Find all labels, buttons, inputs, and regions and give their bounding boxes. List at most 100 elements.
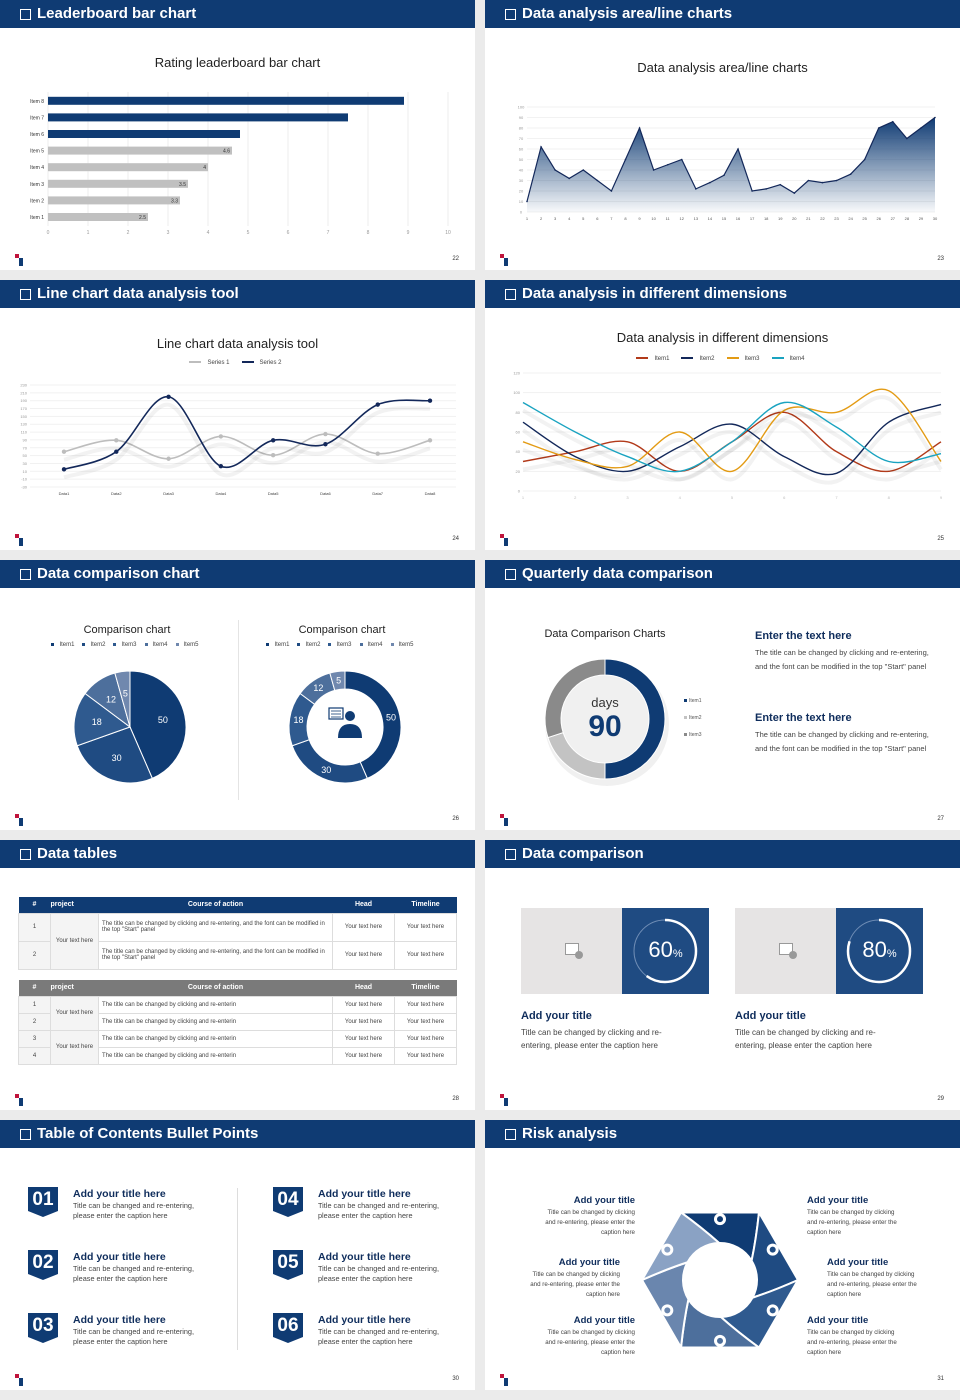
toc-text: Title can be changed and re-entering, pl… [318, 1264, 440, 1283]
legend-swatch [328, 643, 332, 646]
y-tick-label: 20 [519, 189, 524, 194]
y-tick-label: 60 [516, 430, 521, 435]
page-number: 29 [937, 1096, 944, 1102]
block-title: Enter the text here [755, 630, 852, 642]
cell-number: 3 [18, 1029, 51, 1048]
hand-yen-icon [661, 1243, 674, 1256]
legend-swatch [684, 716, 687, 719]
pie-charts: 50 30 18 12 5 50 30 18 12 5 [73, 670, 402, 784]
checkbox-square-icon [505, 848, 516, 860]
chart-title: Comparison chart [83, 624, 171, 636]
legend-item: Item3 [726, 356, 764, 362]
slide-header: Data tables [0, 840, 475, 868]
bar [48, 196, 180, 205]
slide-10: Risk analysis 31 Add your title Title can b… [485, 1120, 960, 1390]
legend-item: Item1 [51, 642, 78, 648]
data-point [835, 179, 838, 182]
y-category-label: Item 4 [30, 165, 44, 171]
x-tick-label: 4 [207, 230, 210, 236]
slide-title: Risk analysis [522, 1125, 618, 1142]
toc-title: Add your title here [73, 1251, 166, 1263]
x-tick-label: Data8 [425, 491, 436, 496]
bar-data-label: 4.6 [223, 149, 230, 155]
risk-title: Add your title [807, 1315, 869, 1326]
x-tick-label: 6 [596, 216, 599, 221]
y-tick-label: 130 [20, 422, 27, 427]
y-tick-label: 100 [518, 105, 525, 110]
y-tick-label: 120 [513, 371, 520, 376]
slice-label: 50 [158, 715, 168, 725]
y-tick-label: 50 [519, 157, 524, 162]
divider [238, 620, 239, 800]
data-point [723, 174, 725, 177]
legend-label: Item3 [744, 356, 760, 362]
number-badge: 01 [28, 1187, 58, 1217]
slide-header: Table of Contents Bullet Points [0, 1120, 475, 1148]
series-line [63, 433, 431, 460]
legend-label: Item4 [152, 642, 168, 648]
legend-swatch [636, 357, 649, 360]
x-tick-label: 7 [835, 495, 838, 500]
leaderboard-bar-chart: 0 1 2 3 4 5 6 7 8 9 10 Item 1 2.5 Item 2 3.3 Item 3 3.5 I… [30, 92, 451, 236]
legend-swatch [297, 643, 301, 646]
chart-title: Line chart data analysis tool [156, 336, 319, 351]
brand-logo-icon [500, 814, 508, 826]
legend-label: Item3 [689, 732, 702, 738]
toc-title: Add your title here [318, 1314, 411, 1326]
x-tick-label: 2 [574, 495, 577, 500]
legend-label: Series 2 [259, 360, 282, 366]
text-block: Enter the text here The title can be chan… [755, 630, 935, 674]
toc-text: Title can be changed and re-entering, pl… [318, 1201, 440, 1220]
x-tick-label: 13 [694, 216, 699, 221]
cell-action: The title can be changed by clicking and… [98, 995, 333, 1014]
y-tick-label: 90 [519, 115, 524, 120]
bar [48, 163, 208, 172]
cell-head: Your text here [332, 1012, 395, 1031]
x-tick-label: 21 [806, 216, 811, 221]
data-point [114, 438, 119, 443]
pie-slice [114, 670, 131, 728]
legend-swatch [144, 643, 148, 646]
cell-number: 4 [18, 1046, 51, 1065]
checkbox-square-icon [505, 288, 516, 300]
table-row: 1 Your text here The title can be changed … [18, 912, 457, 970]
brand-logo-icon [15, 254, 23, 266]
data-point [114, 449, 119, 454]
y-tick-label: 190 [20, 398, 27, 403]
image-placeholder[interactable] [521, 908, 622, 994]
percent-unit: % [672, 948, 683, 960]
risk-title: Add your title [827, 1257, 889, 1268]
pie-chart-icon [714, 1334, 726, 1347]
x-tick-label: 15 [722, 216, 727, 221]
image-placeholder[interactable] [735, 908, 836, 994]
series-shadow [63, 440, 431, 469]
slide-title: Quarterly data comparison [522, 565, 713, 582]
page-number: 30 [452, 1376, 459, 1382]
percent-value: 60% [622, 937, 709, 963]
x-tick-label: 9 [407, 230, 410, 236]
data-point [270, 453, 276, 458]
column-header: Head [354, 984, 373, 992]
legend-label: Item2 [305, 642, 321, 648]
slice-label: 50 [386, 712, 396, 722]
x-tick-label: 7 [327, 230, 330, 236]
toc-text: Title can be changed and re-entering, pl… [73, 1264, 195, 1283]
chart-title: Data Comparison Charts [544, 628, 666, 640]
slide-1: Leaderboard bar chart 22 Rating leaderboar… [0, 0, 475, 270]
data-point [323, 442, 328, 447]
legend-swatch [241, 361, 254, 364]
x-tick-label: Data7 [372, 491, 383, 496]
percent-number: 80 [862, 937, 887, 962]
page-number: 31 [937, 1376, 944, 1382]
cell-timeline: Your text here [394, 995, 457, 1014]
cell-timeline: Your text here [394, 1046, 457, 1065]
x-tick-label: 5 [582, 216, 585, 221]
x-tick-label: 3 [554, 216, 557, 221]
x-tick-label: Data1 [59, 491, 70, 496]
legend-swatch [82, 643, 86, 646]
legend-swatch [390, 643, 394, 646]
slide-3: Line chart data analysis tool 24 Line char… [0, 280, 475, 550]
cell-action: The title can be changed by clicking and… [98, 1012, 333, 1031]
checkbox-square-icon [20, 288, 31, 300]
slide-header: Data comparison [485, 840, 960, 868]
